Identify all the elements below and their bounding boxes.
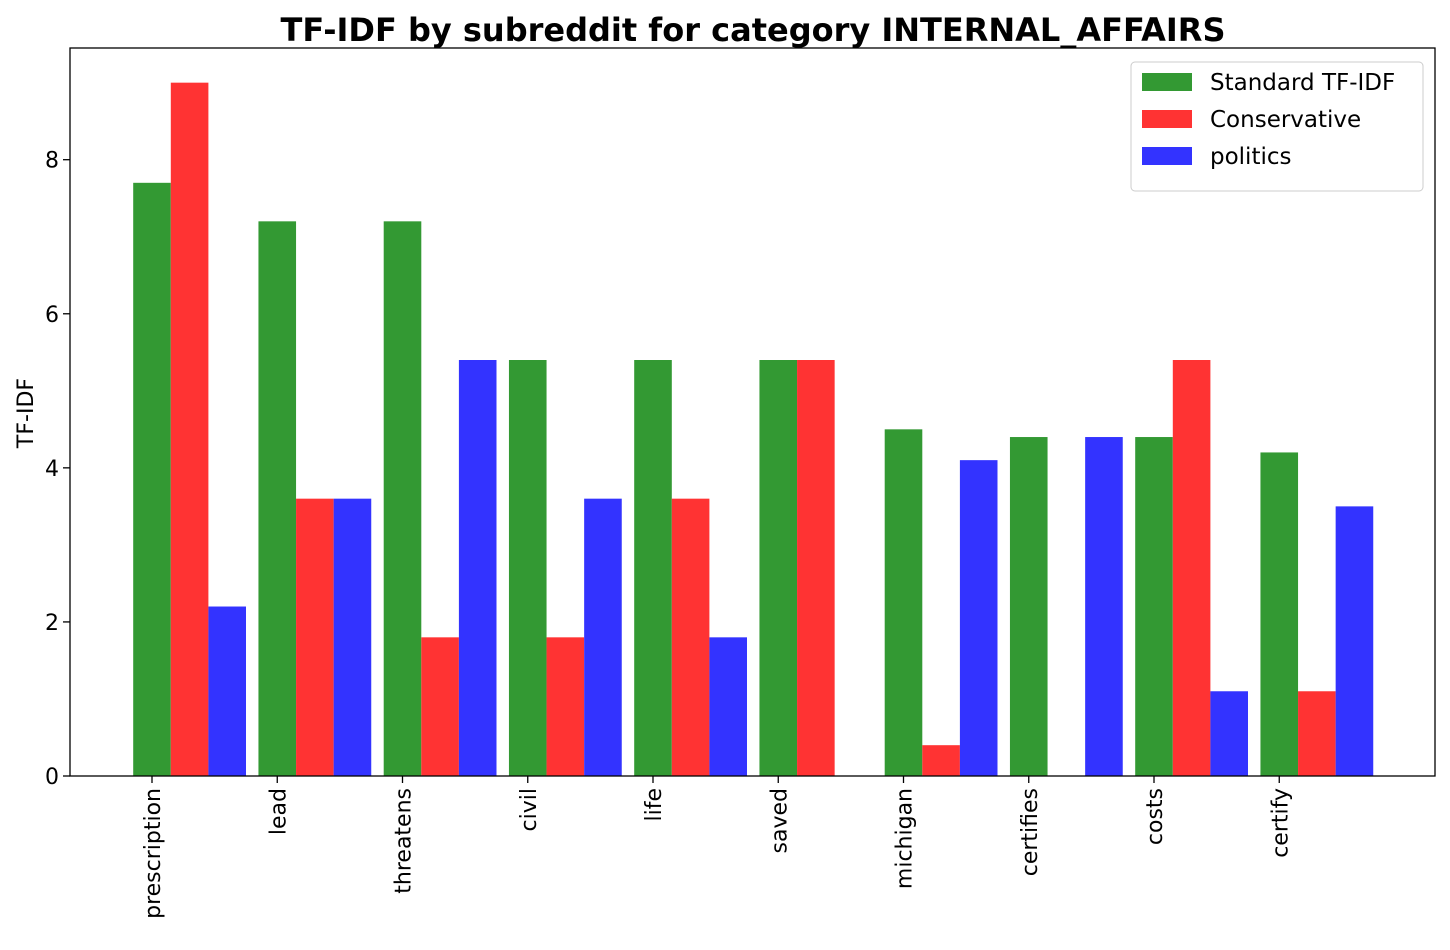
- x-tick-label-civil: civil: [517, 788, 542, 831]
- bar-costs-conservative: [1172, 360, 1211, 776]
- legend-frame: [1130, 61, 1424, 192]
- bar-certifies-standard-tf-idf: [1009, 437, 1048, 776]
- y-tick-label: 6: [45, 303, 59, 328]
- x-tick-label-life: life: [642, 788, 667, 822]
- y-axis: 0 2 4 6 8: [45, 149, 70, 790]
- bar-lead-politics: [333, 498, 372, 776]
- bar-lead-standard-tf-idf: [258, 221, 297, 776]
- y-axis-label: TF-IDF: [14, 378, 39, 449]
- y-tick-label: 4: [45, 457, 59, 482]
- legend-label: Standard TF-IDF: [1210, 70, 1395, 96]
- bar-costs-politics: [1210, 691, 1248, 776]
- x-axis: prescription lead threatens civil life saved m…: [141, 776, 1293, 919]
- plot-frame: [69, 47, 1436, 777]
- chart-title: TF-IDF by subreddit for category INTERNA…: [281, 11, 1226, 49]
- bar-certifies-politics: [1085, 437, 1123, 776]
- legend-label: Conservative: [1210, 107, 1361, 133]
- bar-costs-standard-tf-idf: [1135, 437, 1173, 776]
- bar-prescription-standard-tf-idf: [133, 182, 171, 776]
- bar-lead-conservative: [296, 498, 334, 776]
- x-tick-label-certifies: certifies: [1018, 788, 1043, 876]
- bar-life-standard-tf-idf: [634, 360, 672, 776]
- legend-swatch-conservative: [1142, 110, 1192, 128]
- bar-civil-politics: [584, 498, 622, 776]
- y-tick-label: 8: [45, 149, 59, 174]
- bars-group: [133, 82, 1374, 777]
- x-tick-label-costs: costs: [1143, 788, 1168, 845]
- x-tick-label-threatens: threatens: [392, 788, 417, 894]
- bar-life-conservative: [671, 498, 710, 776]
- bar-threatens-conservative: [421, 637, 459, 776]
- bar-prescription-conservative: [170, 82, 209, 777]
- x-tick-label-michigan: michigan: [893, 788, 918, 889]
- legend-label: politics: [1210, 144, 1292, 170]
- bar-certify-conservative: [1298, 691, 1336, 776]
- legend-swatch-politics: [1142, 147, 1192, 165]
- bar-civil-standard-tf-idf: [508, 360, 547, 776]
- bar-certify-standard-tf-idf: [1260, 452, 1299, 776]
- x-tick-label-prescription: prescription: [141, 788, 166, 919]
- x-tick-label-lead: lead: [266, 788, 291, 835]
- y-tick-label: 2: [45, 611, 59, 636]
- y-tick-label: 0: [45, 765, 59, 790]
- legend-swatch-standard-tf-idf: [1142, 73, 1192, 91]
- x-tick-label-certify: certify: [1268, 788, 1293, 858]
- bar-life-politics: [709, 637, 747, 776]
- bar-prescription-politics: [208, 606, 246, 776]
- bar-threatens-politics: [458, 360, 497, 776]
- bar-michigan-conservative: [922, 745, 960, 776]
- legend: Standard TF-IDF Conservative politics: [1130, 61, 1424, 192]
- bar-civil-conservative: [546, 637, 585, 776]
- bar-michigan-standard-tf-idf: [884, 429, 923, 776]
- bar-threatens-standard-tf-idf: [383, 221, 422, 776]
- bar-saved-conservative: [797, 360, 835, 776]
- x-tick-label-saved: saved: [767, 788, 792, 853]
- bar-saved-standard-tf-idf: [759, 360, 798, 776]
- bar-michigan-politics: [959, 460, 998, 776]
- bar-certify-politics: [1335, 506, 1374, 776]
